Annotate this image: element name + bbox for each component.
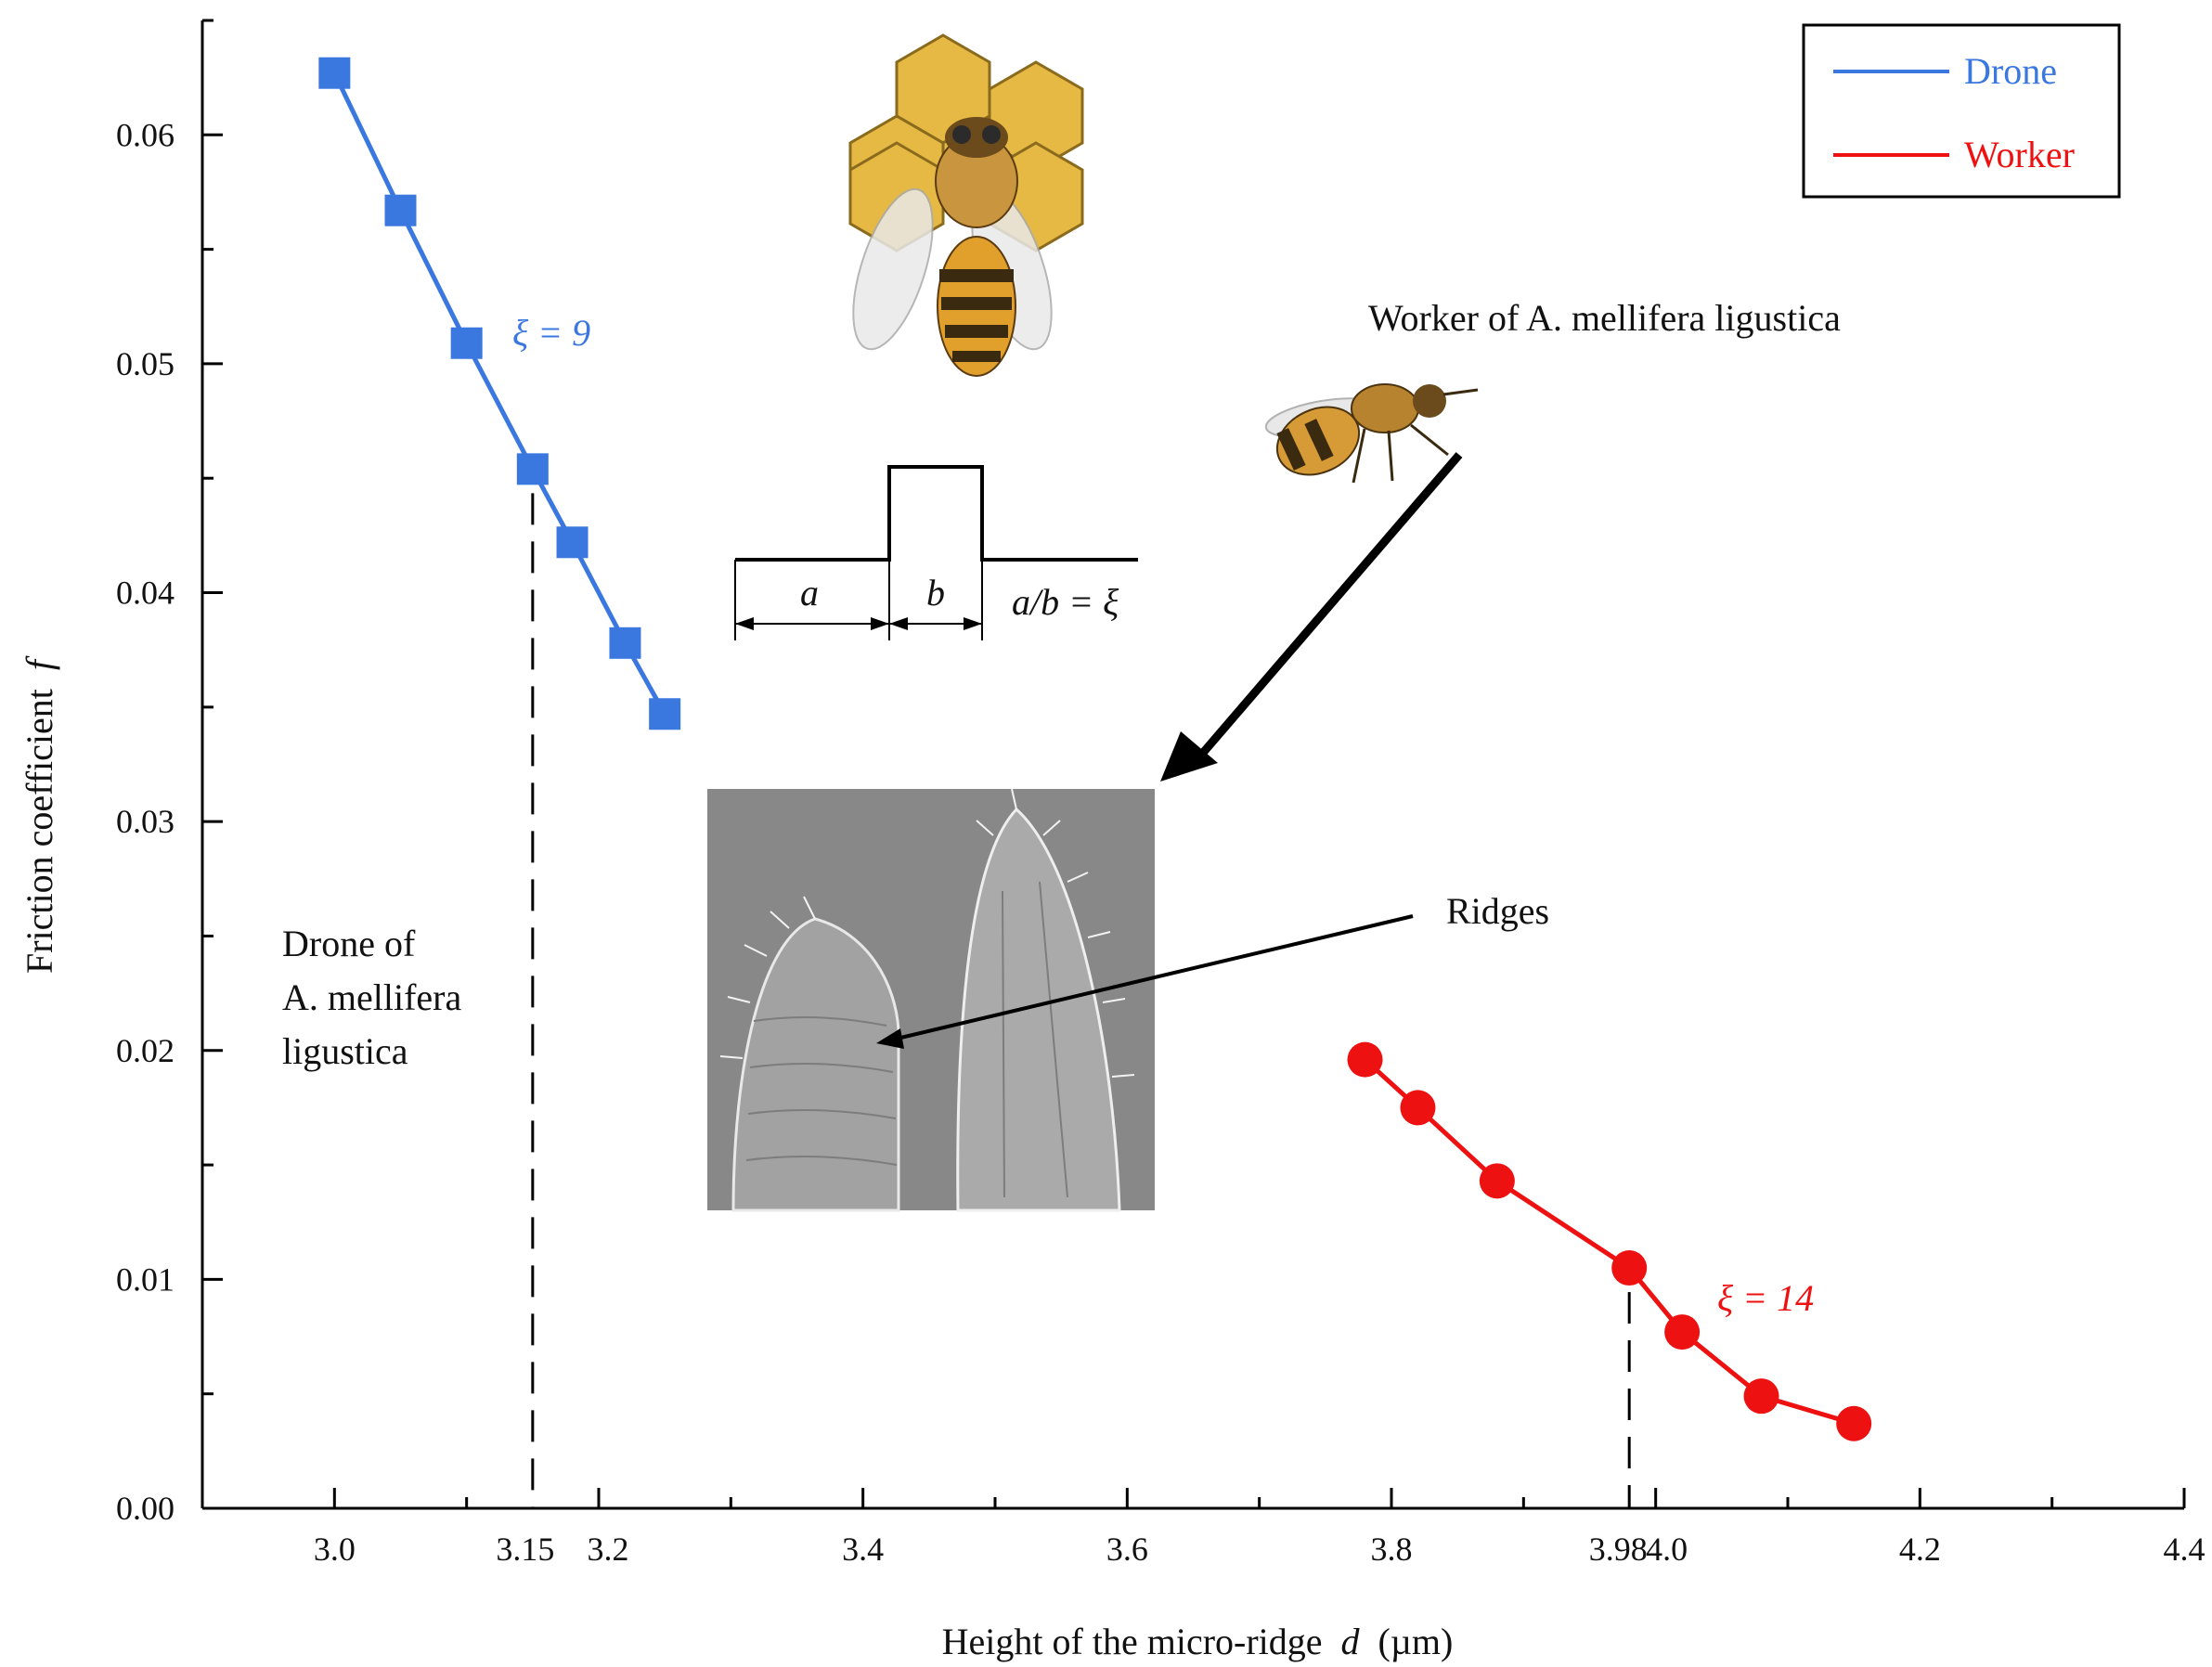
- x-tick-label: 4.2: [1899, 1531, 1941, 1568]
- legend-worker-label: Worker: [1964, 134, 2075, 175]
- series-layer: [318, 57, 1872, 1441]
- worker-data-point: [1611, 1250, 1648, 1286]
- drone-data-point: [450, 327, 483, 359]
- x-tick-label: 4.0: [1646, 1531, 1688, 1568]
- reference-lines: [531, 493, 1631, 1508]
- x-tick-label: 3.0: [314, 1531, 356, 1568]
- y-tick-label: 0.04: [116, 575, 175, 612]
- worker-bee-illustration: [1264, 383, 1479, 484]
- schematic-b-label: b: [926, 572, 945, 614]
- x-tick-label: 3.8: [1371, 1531, 1413, 1568]
- worker-xi-label: ξ = 14: [1717, 1277, 1814, 1319]
- drone-data-point: [609, 627, 641, 659]
- y-axis-title: Friction coefficient f: [19, 655, 60, 974]
- drone-series-line: [332, 71, 667, 716]
- drone-data-point: [649, 698, 681, 730]
- schematic-a-label: a: [800, 572, 819, 614]
- worker-series-line: [1363, 1057, 1855, 1427]
- legend-box: [1802, 23, 2121, 199]
- schematic-ratio-label: a/b = ξ: [1012, 581, 1119, 623]
- legend: Drone Worker: [1802, 23, 2121, 199]
- ridges-label: Ridges: [1446, 890, 1549, 932]
- worker-series: [1347, 1041, 1872, 1441]
- sem-micrograph: [707, 788, 1155, 1212]
- worker-data-point: [1400, 1090, 1436, 1126]
- x-tick-label: 3.6: [1106, 1531, 1148, 1568]
- drone-data-point: [318, 57, 351, 89]
- y-ticks: 0.00 0.01 0.02 0.03 0.04 0.05 0.06: [116, 19, 223, 1527]
- worker-caption: Worker of A. mellifera ligustica: [1368, 297, 1841, 339]
- x-ticks: 3.0 3.15 3.2 3.4 3.6 3.8 3.984.0 4.2 4.4: [201, 1488, 2206, 1568]
- x-tick-label: 4.4: [2164, 1531, 2206, 1568]
- worker-data-point: [1479, 1163, 1515, 1199]
- x-tick-label: 3.15: [496, 1531, 554, 1568]
- worker-data-point: [1664, 1314, 1701, 1350]
- x-tick-label: 3.4: [842, 1531, 884, 1568]
- x-tick-label: 3.98: [1589, 1531, 1648, 1568]
- legend-drone-label: Drone: [1964, 50, 2057, 92]
- drone-data-point: [516, 453, 549, 485]
- worker-data-point: [1743, 1378, 1779, 1415]
- y-tick-label: 0.06: [116, 116, 175, 153]
- worker-data-point: [1836, 1405, 1872, 1441]
- drone-caption: Drone of A. mellifera ligustica: [282, 923, 471, 1072]
- y-tick-label: 0.00: [116, 1490, 175, 1527]
- drone-series: [318, 57, 681, 730]
- ridge-schematic: a b a/b = ξ: [734, 465, 1138, 640]
- y-tick-label: 0.01: [116, 1260, 175, 1298]
- drone-data-point: [556, 526, 589, 559]
- bee-to-sem-arrow: [1160, 452, 1463, 782]
- drone-xi-label: ξ = 9: [512, 312, 590, 354]
- worker-data-point: [1347, 1041, 1383, 1078]
- y-tick-label: 0.02: [116, 1032, 175, 1069]
- drone-data-point: [384, 194, 417, 226]
- honeycomb-bee-illustration: [848, 33, 1084, 377]
- x-axis-title: Height of the micro-ridge d (µm): [942, 1621, 1454, 1662]
- ridges-arrow: [876, 914, 1414, 1049]
- y-tick-label: 0.05: [116, 345, 175, 382]
- y-tick-label: 0.03: [116, 803, 175, 840]
- x-tick-label: 3.2: [588, 1531, 629, 1568]
